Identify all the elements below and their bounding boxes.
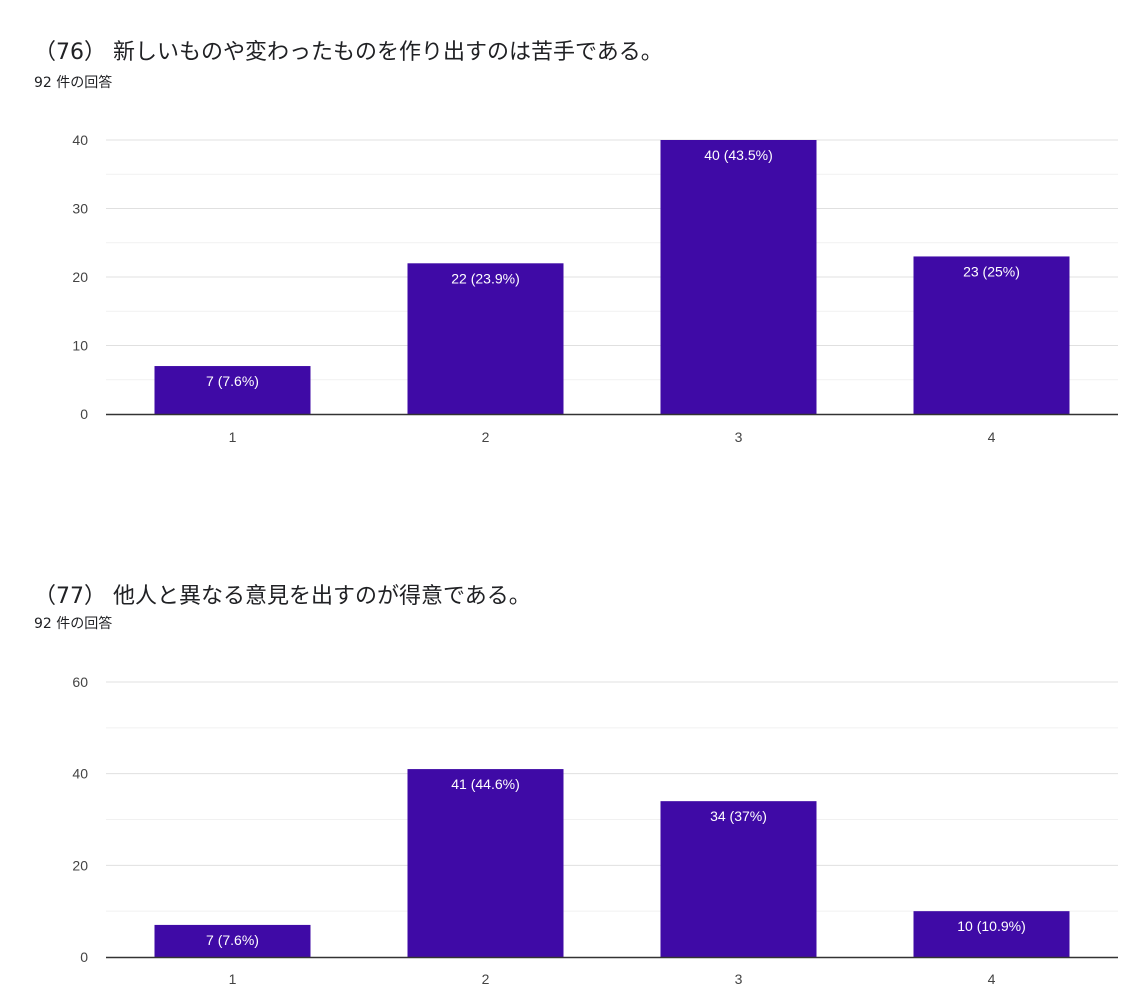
x-tick-label: 2 — [482, 429, 490, 445]
y-tick-label: 20 — [72, 857, 88, 873]
bar — [407, 263, 564, 414]
y-tick-label: 0 — [80, 949, 88, 965]
bar-chart-76: 0 10 20 30 40 7 (7.6%) 1 22 (23.9%) 2 40 (43.5%) 3… — [72, 132, 1118, 445]
bar — [154, 366, 311, 414]
x-tick-label: 2 — [482, 971, 490, 987]
chart-title: （76） 新しいものや変わったものを作り出すのは苦手である。 — [34, 40, 663, 65]
x-tick-label: 3 — [735, 971, 743, 987]
data-label: 41 (44.6%) — [451, 776, 519, 792]
y-tick-label: 0 — [80, 406, 88, 422]
x-tick-label: 1 — [229, 971, 237, 987]
y-tick-label: 40 — [72, 766, 88, 782]
data-label: 7 (7.6%) — [206, 932, 259, 948]
data-label: 34 (37%) — [710, 808, 767, 824]
bar — [913, 911, 1070, 957]
response-count: 92 件の回答 — [34, 75, 113, 91]
response-count: 92 件の回答 — [34, 616, 113, 632]
bar — [913, 256, 1070, 414]
x-tick-label: 1 — [229, 429, 237, 445]
bar — [407, 769, 564, 957]
x-tick-label: 3 — [735, 429, 743, 445]
bar — [154, 924, 311, 957]
x-tick-label: 4 — [988, 429, 996, 445]
y-tick-label: 10 — [72, 338, 88, 354]
data-label: 7 (7.6%) — [206, 373, 259, 389]
y-tick-label: 20 — [72, 269, 88, 285]
bar — [660, 140, 817, 414]
bar — [660, 801, 817, 957]
chart-title: （77） 他人と異なる意見を出すのが得意である。 — [34, 584, 531, 609]
y-tick-label: 60 — [72, 674, 88, 690]
y-tick-label: 40 — [72, 132, 88, 148]
data-label: 23 (25%) — [963, 263, 1020, 279]
data-label: 10 (10.9%) — [957, 918, 1025, 934]
y-tick-label: 30 — [72, 201, 88, 217]
data-label: 22 (23.9%) — [451, 270, 519, 286]
x-tick-label: 4 — [988, 971, 996, 987]
data-label: 40 (43.5%) — [704, 147, 772, 163]
